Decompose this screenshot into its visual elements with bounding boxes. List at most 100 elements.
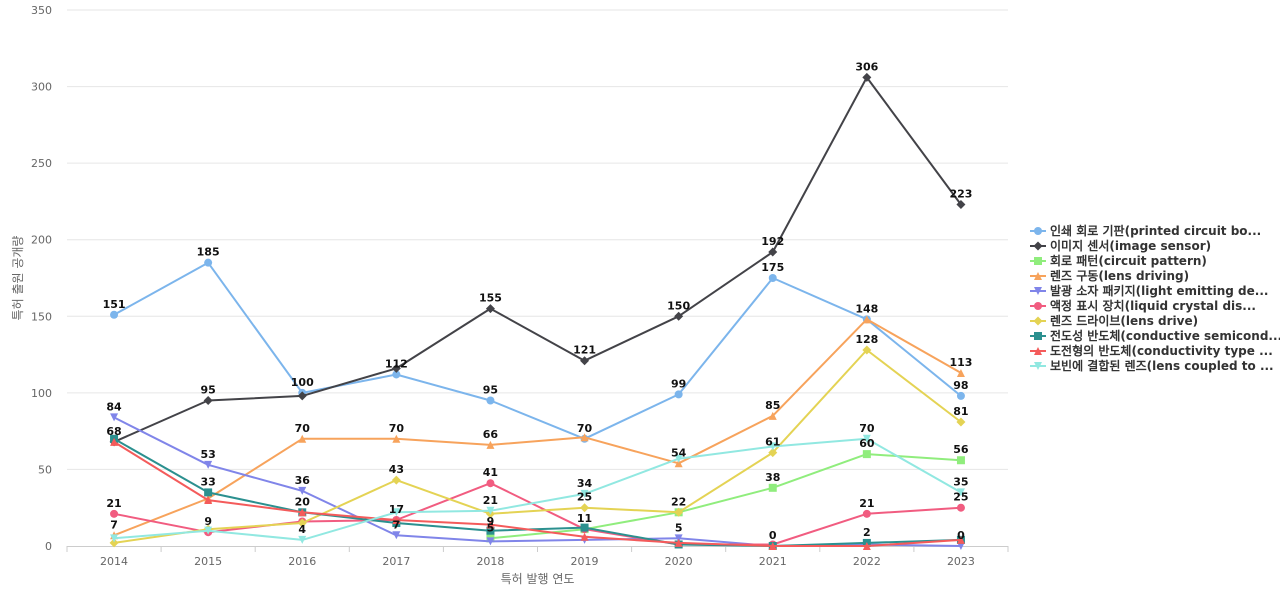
legend-label: 렌즈 드라이브(lens drive) [1050, 313, 1198, 328]
data-point [392, 434, 401, 443]
data-point [297, 391, 307, 401]
data-label: 35 [953, 475, 968, 488]
data-point [110, 310, 119, 319]
series-6 [109, 345, 966, 548]
data-point [391, 475, 401, 485]
y-tick-label: 350 [31, 4, 52, 17]
data-label: 56 [953, 443, 969, 456]
data-point [204, 488, 213, 497]
data-label: 21 [859, 497, 874, 510]
data-labels: 1511851001129570991751489868951551211501… [103, 60, 973, 542]
data-point [768, 442, 777, 451]
data-point [486, 396, 495, 405]
legend-item[interactable]: 액정 표시 장치(liquid crystal dis... [1030, 298, 1256, 313]
legend-item[interactable]: 렌즈 드라이브(lens drive) [1030, 313, 1198, 328]
y-tick-label: 250 [31, 157, 52, 170]
x-axis-ticks: 2014 2015 2016 2017 2018 2019 2020 2021 2022 2023 [66, 546, 1009, 568]
data-label: 41 [483, 466, 498, 479]
series-line [113, 76, 962, 443]
data-point [862, 434, 871, 443]
data-point [768, 448, 778, 458]
data-label: 33 [200, 475, 215, 488]
data-point [580, 523, 589, 532]
data-point [298, 508, 307, 517]
data-label: 43 [389, 463, 404, 476]
data-label: 95 [200, 384, 215, 397]
data-label: 148 [855, 302, 878, 315]
series-line [490, 453, 961, 540]
data-label: 70 [577, 422, 593, 435]
data-point [486, 479, 495, 488]
data-label: 85 [765, 399, 780, 412]
legend-item[interactable]: 전도성 반도체(conductive semicond... [1030, 328, 1280, 343]
legend-item[interactable]: 이미지 센서(image sensor) [1030, 238, 1211, 253]
data-point [956, 542, 965, 550]
series-1 [109, 72, 966, 447]
series-line [113, 261, 962, 440]
data-label: 99 [671, 377, 686, 390]
data-point [768, 411, 777, 420]
y-axis-ticks: 0 50 100 150 200 250 300 350 [31, 4, 52, 553]
legend-item[interactable]: 렌즈 구동(lens driving) [1030, 268, 1189, 283]
data-label: 22 [671, 495, 686, 508]
x-axis-title: 특허 발행 연도 [501, 571, 575, 586]
series-line [113, 437, 961, 547]
data-label: 36 [295, 474, 311, 487]
y-tick-label: 50 [38, 463, 52, 476]
data-point [297, 518, 307, 528]
data-point [485, 304, 495, 314]
data-point [862, 450, 871, 459]
data-point [674, 311, 684, 321]
data-label: 0 [957, 529, 965, 542]
data-label: 61 [765, 436, 780, 449]
data-label: 25 [577, 491, 592, 504]
data-label: 100 [291, 376, 314, 389]
data-label: 17 [389, 503, 404, 516]
legend-label: 도전형의 반도체(conductivity type ... [1050, 343, 1273, 358]
x-tick-label: 2016 [288, 555, 316, 568]
legend-item[interactable]: 인쇄 회로 기판(printed circuit bo... [1030, 223, 1261, 238]
legend-item[interactable]: 발광 소자 패키지(light emitting de... [1030, 283, 1268, 298]
series-line [113, 441, 961, 547]
data-label: 68 [106, 425, 121, 438]
gridlines [67, 9, 1008, 470]
data-label: 112 [385, 357, 408, 370]
series-line [113, 437, 962, 541]
legend-item[interactable]: 회로 패턴(circuit pattern) [1030, 253, 1207, 268]
data-label: 21 [483, 494, 498, 507]
data-point [580, 433, 589, 442]
data-label: 84 [106, 400, 122, 413]
legend-label: 보빈에 결합된 렌즈(lens coupled to ... [1050, 358, 1274, 373]
legend-item[interactable]: 보빈에 결합된 렌즈(lens coupled to ... [1030, 358, 1274, 373]
legend-marker [1034, 227, 1042, 235]
data-point [674, 534, 683, 543]
data-label: 81 [953, 405, 968, 418]
data-point [768, 247, 778, 257]
series-5 [110, 479, 965, 549]
data-point [580, 532, 589, 541]
data-point [109, 538, 119, 548]
legend-label: 회로 패턴(circuit pattern) [1050, 253, 1207, 268]
data-point [110, 437, 119, 446]
x-tick-label: 2014 [100, 555, 128, 568]
data-point [204, 258, 213, 267]
data-label: 4 [298, 523, 306, 536]
data-label: 0 [769, 529, 777, 542]
data-label: 150 [667, 299, 690, 312]
data-point [768, 274, 777, 282]
legend-marker [1033, 241, 1043, 251]
series-line [113, 482, 961, 546]
data-point [110, 509, 119, 518]
data-label: 7 [393, 518, 401, 531]
data-point [768, 542, 777, 550]
data-point [204, 460, 213, 469]
data-point [956, 503, 965, 512]
data-label: 11 [577, 512, 592, 525]
legend-item[interactable]: 도전형의 반도체(conductivity type ... [1030, 343, 1273, 358]
data-point [674, 454, 683, 463]
data-label: 2 [863, 526, 871, 539]
y-tick-label: 150 [31, 310, 52, 323]
data-point [298, 535, 307, 544]
data-label: 70 [859, 422, 875, 435]
